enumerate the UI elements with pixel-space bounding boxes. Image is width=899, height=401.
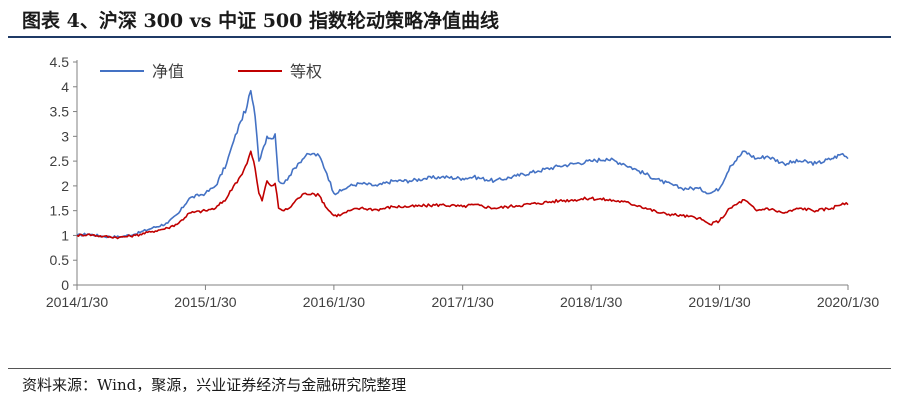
figure-title-bar: 图表 4、沪深 300 vs 中证 500 指数轮动策略净值曲线 bbox=[0, 0, 899, 38]
y-tick-label: 1 bbox=[61, 227, 69, 243]
y-tick-label: 0.5 bbox=[50, 252, 70, 268]
y-tick-label: 4.5 bbox=[50, 54, 70, 70]
y-tick-label: 0 bbox=[61, 277, 69, 293]
x-tick-label: 2016/1/30 bbox=[303, 294, 365, 310]
series-line-1 bbox=[76, 89, 849, 239]
line-chart: 0 0.5 1 1.5 2 2.5 3 3.5 4 4.5 2014/1/30 2015/1/30 20… bbox=[46, 54, 879, 310]
x-tick-label: 2018/1/30 bbox=[560, 294, 622, 310]
figure-title: 图表 4、沪深 300 vs 中证 500 指数轮动策略净值曲线 bbox=[22, 10, 499, 32]
title-divider bbox=[8, 36, 891, 38]
y-tick-label: 2.5 bbox=[50, 153, 70, 169]
x-tick-label: 2014/1/30 bbox=[46, 294, 108, 310]
y-tick-label: 3.5 bbox=[50, 104, 70, 120]
x-tick-label: 2017/1/30 bbox=[432, 294, 494, 310]
legend-label-2: 等权 bbox=[290, 63, 322, 81]
legend-label-1: 净值 bbox=[152, 63, 184, 81]
x-tick-label: 2019/1/30 bbox=[688, 294, 750, 310]
y-tick-label: 1.5 bbox=[50, 203, 70, 219]
footer-divider bbox=[8, 368, 891, 369]
x-tick-label: 2015/1/30 bbox=[174, 294, 236, 310]
source-note: 资料来源：Wind，聚源，兴业证券经济与金融研究院整理 bbox=[22, 376, 407, 394]
chart-area: 0 0.5 1 1.5 2 2.5 3 3.5 4 4.5 2014/1/30 2015/1/30 20… bbox=[0, 40, 899, 330]
y-tick-label: 4 bbox=[61, 79, 69, 95]
y-tick-label: 3 bbox=[61, 128, 69, 144]
series-line-2 bbox=[76, 150, 849, 240]
x-tick-label: 2020/1/30 bbox=[817, 294, 879, 310]
y-tick-label: 2 bbox=[61, 178, 69, 194]
